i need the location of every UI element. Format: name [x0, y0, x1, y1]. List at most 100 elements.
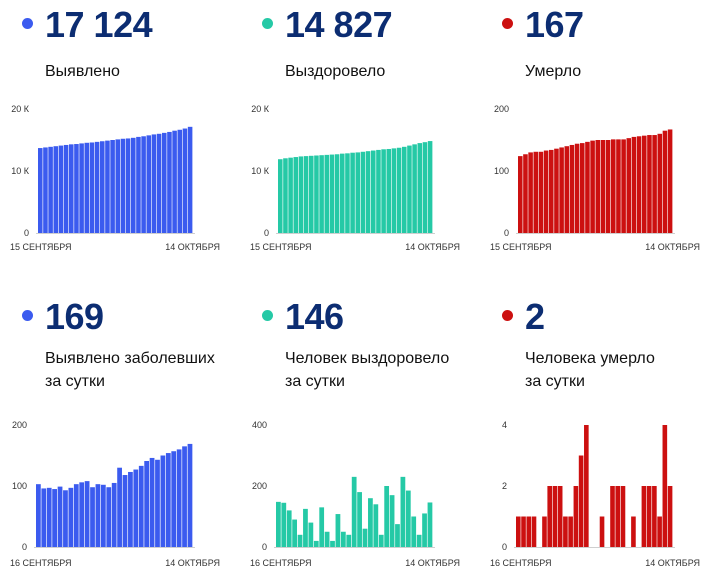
recovered_daily-bar: [395, 524, 400, 548]
recovered-ytick-label: 20 К: [251, 104, 270, 114]
recovered_daily-bar: [357, 492, 362, 547]
died_daily-bar: [620, 486, 626, 547]
detected-bar: [94, 141, 100, 233]
recovered-daily-chart: 400 200 0 16 СЕНТЯБРЯ 14 ОКТЯБРЯ: [250, 420, 460, 568]
detected-bar: [177, 129, 183, 233]
died-bar: [595, 140, 601, 233]
recovered_daily-bar: [319, 507, 325, 547]
detected-label-line-1: Выявлено: [45, 63, 120, 80]
detected-bar: [74, 144, 79, 233]
recovered-bar: [376, 149, 381, 233]
recovered_daily-ytick-label: 0: [262, 542, 267, 552]
died_daily-x-start-label: 16 СЕНТЯБРЯ: [490, 558, 552, 568]
died_daily-bar: [646, 486, 652, 547]
detected-dot-icon: [22, 18, 33, 29]
detected-bar: [100, 141, 105, 233]
recovered_daily-x-end-label: 14 ОКТЯБРЯ: [405, 558, 460, 568]
died-bar: [667, 129, 673, 233]
died_daily-bar: [578, 455, 584, 547]
detected_daily-bar: [122, 475, 128, 547]
recovered-bar: [417, 143, 423, 233]
recovered_daily-bar: [384, 486, 390, 547]
detected_daily-bar: [100, 484, 106, 547]
detected-bar: [172, 130, 177, 233]
died-daily-label-line-2: за сутки: [525, 373, 585, 390]
detected-bar: [182, 128, 188, 233]
died-bar: [657, 133, 663, 233]
died-bar: [580, 143, 585, 233]
died-bar: [647, 135, 652, 233]
died_daily-bar: [615, 486, 621, 547]
died_daily-bar: [552, 486, 558, 547]
died-bar: [564, 146, 570, 233]
detected_daily-ytick-label: 200: [12, 420, 27, 430]
died-bar: [626, 138, 632, 233]
detected_daily-bar: [41, 488, 47, 547]
panel-detected-daily: 169 Выявлено заболевших за сутки 200 100 0…: [0, 0, 240, 581]
recovered_daily-bar: [313, 540, 319, 547]
died_daily-bar: [610, 486, 615, 547]
detected_daily-bar: [144, 460, 150, 547]
detected_daily-bar: [84, 481, 90, 547]
died_daily-ytick-label: 0: [502, 542, 507, 552]
detected-ytick-label: 10 К: [11, 166, 30, 176]
recovered-bar: [314, 155, 319, 233]
died_daily-bar: [599, 516, 605, 547]
died_daily-bar: [542, 516, 547, 547]
recovered_daily-x-start-label: 16 СЕНТЯБРЯ: [250, 558, 312, 568]
detected-daily-total: 169: [45, 296, 104, 337]
panel-detected: 17 124 Выявлено 20 К 10 К 0 15 СЕНТЯБРЯ 14 О…: [0, 0, 240, 290]
detected_daily-bar: [63, 490, 68, 547]
died-total: 167: [525, 4, 584, 45]
recovered_daily-bar: [276, 501, 281, 547]
recovered-bar: [386, 148, 392, 233]
died_daily-bar: [657, 516, 662, 547]
recovered-bar: [391, 148, 397, 233]
detected-daily-label: Выявлено заболевших за сутки: [45, 347, 215, 393]
died_daily-bar: [631, 516, 636, 547]
died-bar: [621, 139, 626, 233]
detected_daily-bar: [111, 482, 117, 547]
recovered_daily-bar: [297, 534, 303, 547]
detected-x-start-label: 15 СЕНТЯБРЯ: [10, 242, 72, 252]
died-ytick-label: 0: [504, 228, 509, 238]
detected_daily-bar: [182, 446, 187, 547]
detected_daily-bar: [36, 484, 41, 547]
panel-died-daily: 2 Человека умерло за сутки 4 2 0 16 СЕНТЯБР…: [480, 0, 720, 581]
recovered-bar: [360, 151, 366, 233]
recovered_daily-bar: [286, 510, 292, 547]
detected-ytick-label: 0: [24, 228, 29, 238]
detected-bar: [84, 142, 90, 233]
died_daily-bar: [531, 516, 537, 547]
detected_daily-x-start-label: 16 СЕНТЯБРЯ: [10, 558, 72, 568]
recovered-bar: [381, 149, 386, 233]
recovered-bar: [334, 154, 340, 233]
recovered-bar: [340, 153, 345, 233]
detected-bar: [167, 131, 172, 233]
recovered_daily-bar: [308, 522, 314, 547]
detected-bar: [38, 148, 43, 233]
died-daily-label: Человека умерло за сутки: [525, 347, 655, 393]
recovered-x-end-label: 14 ОКТЯБРЯ: [405, 242, 460, 252]
recovered_daily-bar: [427, 502, 433, 547]
detected_daily-bar: [149, 457, 155, 547]
died_daily-bar: [563, 516, 568, 547]
recovered-bar: [283, 158, 288, 233]
recovered-label: Выздоровело: [285, 60, 385, 83]
died_daily-ytick-label: 4: [502, 420, 507, 430]
died_daily-x-end-label: 14 ОКТЯБРЯ: [645, 558, 700, 568]
detected_daily-bar: [171, 451, 177, 547]
detected_daily-bar: [90, 487, 95, 547]
detected_daily-bar: [106, 487, 112, 547]
recovered-total: 14 827: [285, 4, 393, 45]
detected-total: 17 124: [45, 4, 153, 45]
died_daily-bar: [521, 516, 526, 547]
recovered_daily-bar: [368, 498, 373, 547]
detected-label: Выявлено: [45, 60, 120, 83]
died_daily-bar: [573, 486, 579, 547]
detected-bar: [125, 138, 131, 233]
detected-bar: [110, 140, 115, 233]
recovered_daily-ytick-label: 200: [252, 481, 267, 491]
recovered-chart: 20 К 10 К 0 15 СЕНТЯБРЯ 14 ОКТЯБРЯ: [250, 104, 460, 252]
died-daily-chart: 4 2 0 16 СЕНТЯБРЯ 14 ОКТЯБРЯ: [490, 420, 700, 568]
